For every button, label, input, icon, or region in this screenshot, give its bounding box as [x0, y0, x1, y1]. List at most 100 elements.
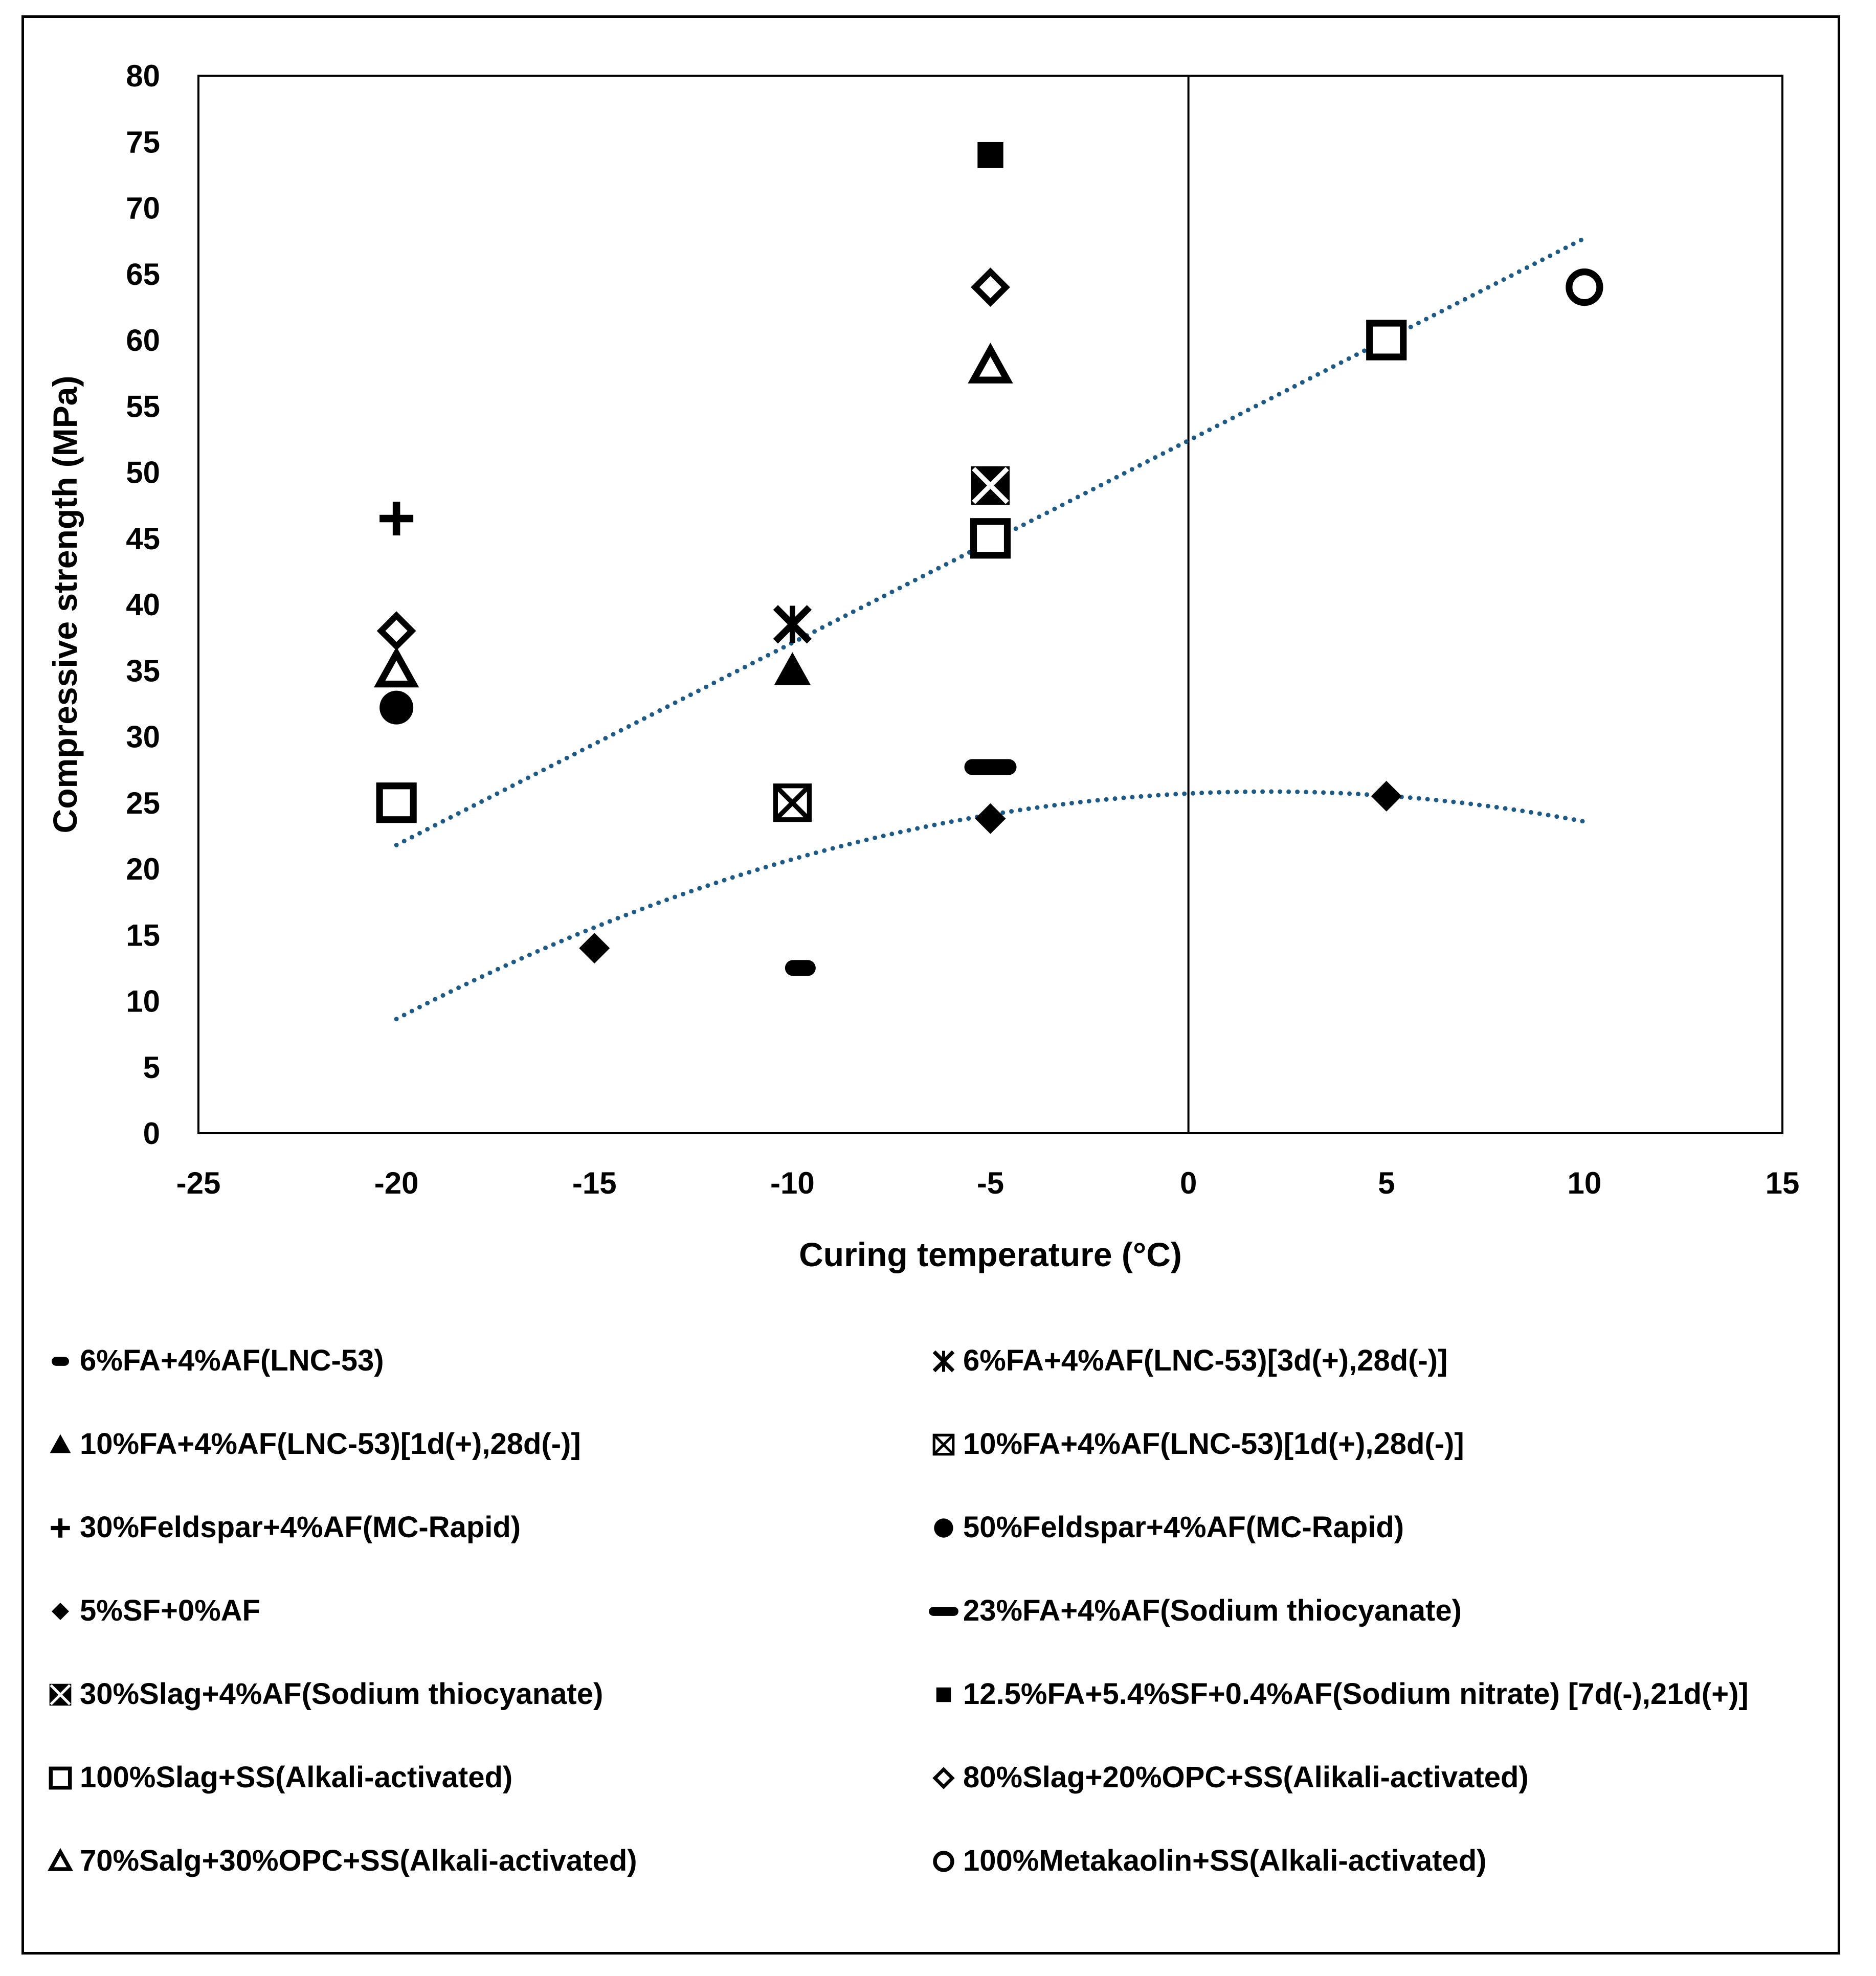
- y-tick-label: 55: [126, 389, 160, 423]
- marker-shape: [376, 611, 416, 651]
- marker-shape: [970, 518, 1011, 559]
- x-axis-title: Curing temperature (°C): [799, 1236, 1182, 1273]
- legend-marker: [49, 1766, 72, 1790]
- legend-item: 50%Feldspar+4%AF(MC-Rapid): [934, 1511, 1404, 1544]
- data-point: [376, 611, 416, 651]
- legend-item: 100%Metakaolin+SS(Alkali-activated): [933, 1844, 1486, 1877]
- y-tick-label: 75: [126, 125, 160, 159]
- legend-item: 23%FA+4%AF(Sodium thiocyanate): [929, 1594, 1462, 1627]
- data-point: [579, 933, 610, 964]
- legend-marker: [933, 1851, 954, 1872]
- chart-frame: [21, 15, 1840, 1955]
- x-tick-label: -5: [977, 1166, 1004, 1200]
- y-tick-label: 35: [126, 654, 160, 688]
- x-tick-label: 0: [1180, 1166, 1197, 1200]
- legend-marker: [52, 1357, 69, 1366]
- y-tick-label: 10: [126, 984, 160, 1019]
- legend-item: 30%Feldspar+4%AF(MC-Rapid): [51, 1511, 521, 1544]
- y-tick-label: 0: [143, 1116, 160, 1151]
- data-point: [774, 652, 811, 686]
- legend-label: 100%Slag+SS(Alkali-activated): [80, 1761, 512, 1794]
- marker-shape: [774, 784, 811, 822]
- legend-item: 10%FA+4%AF(LNC-53)[1d(+),28d(-)]: [932, 1427, 1464, 1461]
- legend-marker: [49, 1683, 72, 1706]
- marker-shape: [47, 1848, 74, 1871]
- plot-area: [197, 75, 1783, 1134]
- legend-item: 6%FA+4%AF(LNC-53)[3d(+),28d(-)]: [932, 1344, 1447, 1377]
- data-point: [379, 690, 414, 725]
- legend-marker: [51, 1518, 70, 1538]
- y-tick-label: 60: [126, 323, 160, 357]
- x-tick-label: 10: [1568, 1166, 1602, 1200]
- legend-label: 70%Salg+30%OPC+SS(Alkali-activated): [80, 1844, 637, 1877]
- legend-marker: [932, 1350, 955, 1373]
- marker-shape: [1366, 320, 1407, 361]
- marker-shape: [932, 1767, 955, 1789]
- y-axis-title: Compressive strength (MPa): [46, 376, 84, 834]
- legend-marker: [929, 1607, 958, 1616]
- marker-shape: [934, 1518, 953, 1538]
- data-point: [379, 501, 414, 535]
- marker-shape: [50, 1684, 71, 1705]
- marker-shape: [49, 1766, 72, 1790]
- legend-item: 100%Slag+SS(Alkali-activated): [49, 1761, 512, 1794]
- y-tick-label: 40: [126, 588, 160, 622]
- data-point: [373, 646, 419, 688]
- data-point: [968, 343, 1013, 384]
- y-tick-label: 25: [126, 786, 160, 820]
- marker-shape: [933, 1434, 954, 1455]
- legend-marker: [50, 1434, 71, 1453]
- legend-marker: [934, 1518, 953, 1538]
- marker-shape: [936, 1687, 951, 1702]
- data-point: [773, 783, 812, 822]
- data-point: [785, 960, 816, 976]
- x-tick-label: 5: [1378, 1166, 1395, 1200]
- legend-item: 12.5%FA+5.4%SF+0.4%AF(Sodium nitrate) [7…: [936, 1677, 1749, 1711]
- x-tick-label: 15: [1766, 1166, 1800, 1200]
- data-point: [971, 267, 1010, 307]
- y-tick-label: 80: [126, 59, 160, 93]
- y-tick-label: 20: [126, 852, 160, 886]
- x-tick-label: -15: [572, 1166, 617, 1200]
- marker-shape: [52, 1603, 69, 1620]
- marker-shape: [579, 933, 610, 964]
- data-point: [1566, 268, 1603, 306]
- marker-shape: [975, 803, 1006, 834]
- data-point: [971, 466, 1010, 505]
- y-tick-label: 70: [126, 191, 160, 226]
- y-tick-label: 30: [126, 720, 160, 754]
- legend-marker: [52, 1603, 69, 1620]
- data-point: [970, 518, 1011, 559]
- legend-label: 10%FA+4%AF(LNC-53)[1d(+),28d(-)]: [963, 1427, 1464, 1461]
- marker-shape: [373, 646, 419, 688]
- data-point: [964, 759, 1017, 775]
- marker-shape: [1371, 780, 1402, 812]
- data-point: [773, 605, 812, 644]
- legend-label: 100%Metakaolin+SS(Alkali-activated): [963, 1844, 1486, 1877]
- data-point: [975, 803, 1006, 834]
- data-point: [1366, 320, 1407, 361]
- legend-marker: [47, 1848, 74, 1871]
- y-tick-label: 50: [126, 456, 160, 490]
- legend-label: 10%FA+4%AF(LNC-53)[1d(+),28d(-)]: [80, 1427, 581, 1461]
- y-tick-label: 65: [126, 257, 160, 291]
- marker-shape: [977, 142, 1003, 168]
- y-tick-label: 15: [126, 918, 160, 952]
- y-tick-label: 45: [126, 522, 160, 556]
- x-tick-label: -10: [770, 1166, 815, 1200]
- legend-marker: [932, 1767, 955, 1789]
- marker-shape: [379, 690, 414, 725]
- legend-label: 80%Slag+20%OPC+SS(Alikali-activated): [963, 1761, 1529, 1794]
- legend-item: 10%FA+4%AF(LNC-53)[1d(+),28d(-)]: [50, 1427, 581, 1461]
- marker-shape: [968, 343, 1013, 384]
- data-point: [376, 782, 417, 823]
- legend-label: 30%Slag+4%AF(Sodium thiocyanate): [80, 1677, 603, 1711]
- legend-item: 5%SF+0%AF: [52, 1594, 260, 1627]
- marker-shape: [376, 782, 417, 823]
- marker-shape: [774, 652, 811, 686]
- y-tick-label: 5: [143, 1050, 160, 1085]
- legend-marker: [936, 1687, 951, 1702]
- legend-item: 70%Salg+30%OPC+SS(Alkali-activated): [47, 1844, 637, 1877]
- marker-shape: [1566, 268, 1603, 306]
